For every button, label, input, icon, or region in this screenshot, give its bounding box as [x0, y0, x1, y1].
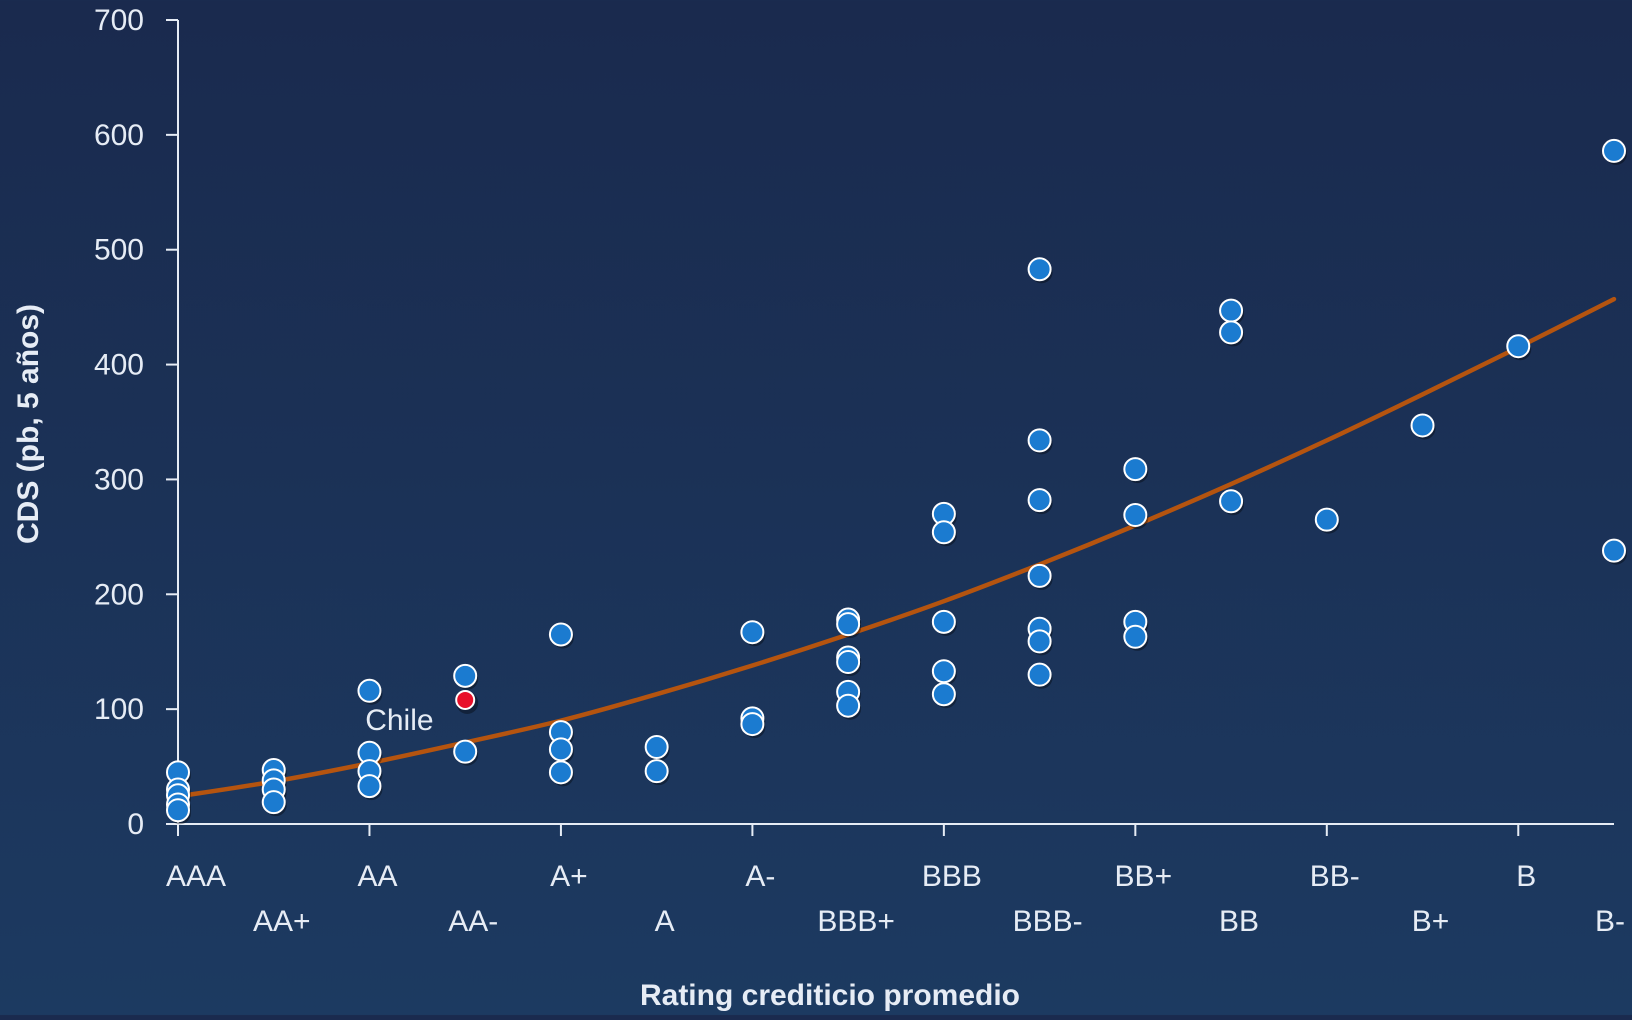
- points-group: [166, 138, 1627, 825]
- data-point: [1602, 138, 1626, 163]
- annotations-group: Chile: [365, 704, 433, 737]
- trendline-group: [175, 296, 1617, 799]
- data-point: [740, 620, 765, 645]
- data-point: [1027, 488, 1052, 513]
- data-point: [836, 612, 861, 637]
- data-point: [548, 737, 573, 762]
- annotation-label: Chile: [365, 704, 433, 737]
- data-point: [357, 774, 382, 799]
- data-point: [1123, 503, 1148, 528]
- data-point: [1027, 629, 1052, 654]
- y-tick-label: 500: [94, 234, 144, 267]
- data-point: [1027, 257, 1052, 282]
- data-point: [836, 693, 861, 718]
- data-point: [1602, 538, 1626, 563]
- y-tick-label: 300: [94, 463, 144, 496]
- data-point: [1123, 457, 1148, 482]
- data-point: [931, 520, 956, 545]
- x-tick-label: BBB-: [1013, 905, 1083, 938]
- x-tick-label: BB: [1219, 905, 1259, 938]
- data-point: [1506, 334, 1531, 359]
- data-point: [836, 650, 861, 675]
- data-point: [261, 790, 286, 815]
- x-tick-label: BBB: [922, 860, 982, 893]
- data-point: [740, 712, 765, 737]
- data-point: [931, 682, 956, 707]
- trendline: [175, 296, 1617, 799]
- data-point: [166, 798, 190, 823]
- x-tick-label: BBB+: [817, 905, 895, 938]
- x-tick-label: B: [1516, 860, 1536, 893]
- data-point: [1027, 563, 1052, 588]
- highlight-point: [455, 689, 476, 710]
- x-tick-label: BB+: [1115, 860, 1173, 893]
- x-tick-label: A-: [745, 860, 775, 893]
- data-point: [1219, 298, 1244, 323]
- data-point: [931, 609, 956, 634]
- x-axis-title: Rating crediticio promedio: [640, 979, 1020, 1012]
- data-point: [1027, 662, 1052, 687]
- y-tick-label: 700: [94, 4, 144, 37]
- axes: 0100200300400500600700AAAAA+AAAA-A+AA-BB…: [94, 4, 1625, 938]
- data-point: [931, 659, 956, 684]
- x-tick-label: B-: [1595, 905, 1625, 938]
- x-tick-label: AA+: [253, 905, 311, 938]
- data-point: [1219, 320, 1244, 345]
- data-point: [644, 759, 669, 784]
- y-tick-label: 100: [94, 693, 144, 726]
- x-tick-label: A+: [550, 860, 588, 893]
- x-tick-label: AA: [357, 860, 397, 893]
- data-point: [1123, 624, 1148, 649]
- data-point: [548, 760, 573, 785]
- data-point: [357, 678, 382, 703]
- data-point: [1027, 428, 1052, 453]
- data-point: [1314, 507, 1339, 532]
- y-axis-title: CDS (pb, 5 años): [12, 304, 45, 544]
- y-tick-label: 600: [94, 119, 144, 152]
- x-tick-label: AAA: [166, 860, 226, 893]
- y-tick-label: 400: [94, 349, 144, 382]
- data-point: [1219, 489, 1244, 514]
- data-point: [453, 739, 478, 764]
- y-tick-label: 0: [127, 808, 144, 841]
- data-point: [644, 735, 669, 760]
- x-tick-label: B+: [1412, 905, 1450, 938]
- data-point: [548, 622, 573, 647]
- data-point: [1410, 413, 1435, 438]
- x-tick-label: A: [655, 905, 675, 938]
- x-tick-label: AA-: [448, 905, 498, 938]
- y-tick-label: 200: [94, 578, 144, 611]
- x-tick-label: BB-: [1310, 860, 1360, 893]
- data-point: [453, 663, 478, 688]
